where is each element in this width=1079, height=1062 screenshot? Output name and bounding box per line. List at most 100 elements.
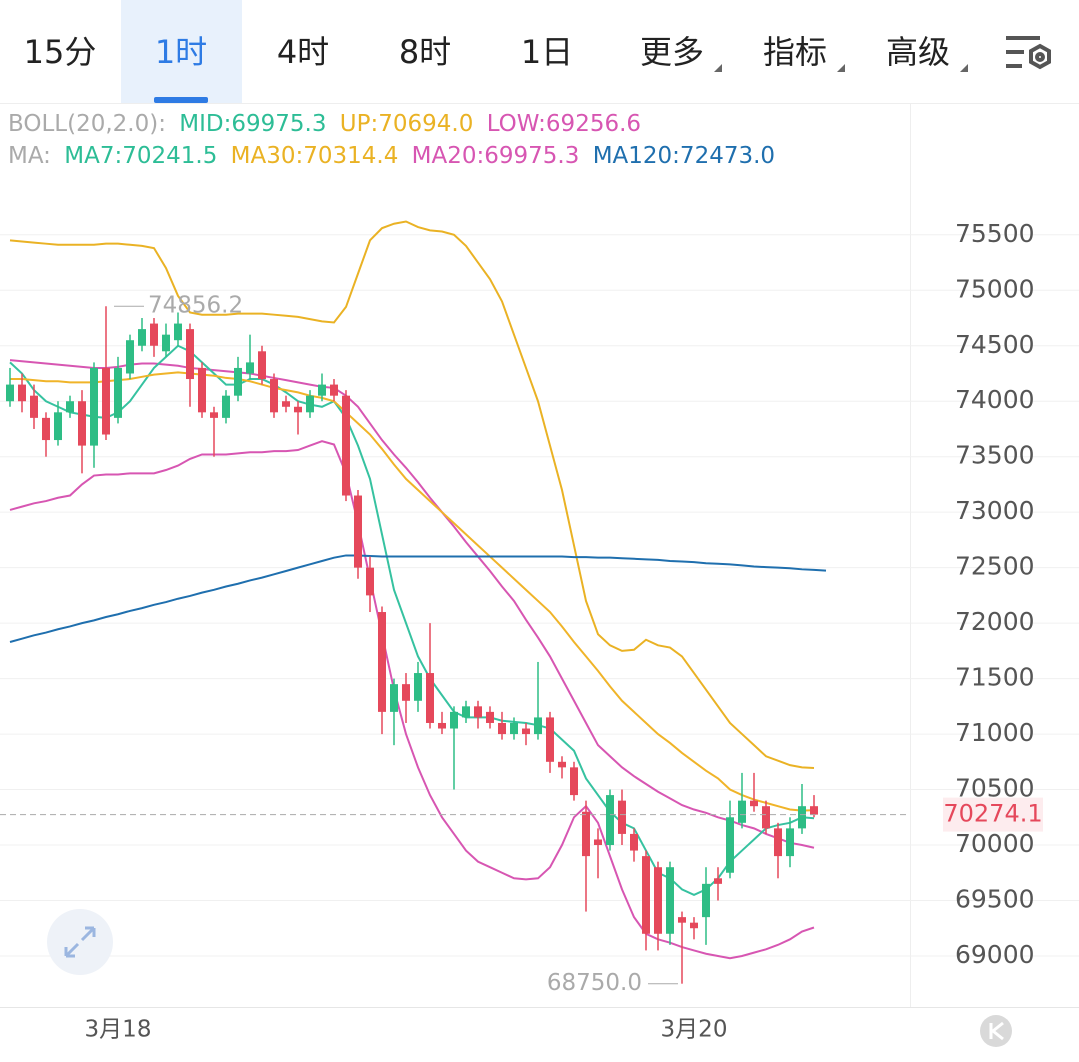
indicator-line [9, 359, 815, 849]
y-tick-label: 72000 [955, 607, 1035, 636]
candle-body [390, 684, 398, 712]
y-tick-label: 74000 [955, 385, 1035, 414]
candle-body [138, 329, 146, 346]
y-tick-label: 69500 [955, 884, 1035, 913]
indicator-line [10, 371, 815, 812]
candle-body [726, 817, 734, 873]
tab[interactable]: 8时 [399, 33, 451, 71]
candle-body [282, 401, 290, 407]
candle-body [762, 806, 770, 829]
legend-prefix: BOLL(20,2.0): [8, 111, 166, 137]
tab[interactable]: 高级 [886, 33, 950, 71]
candle-body [678, 917, 686, 923]
indicator-line [9, 440, 815, 960]
candle-body [402, 684, 410, 701]
candle-body [630, 833, 638, 851]
legend-item: MA30:70314.4 [231, 143, 399, 169]
candle-body [810, 806, 818, 815]
tab[interactable]: 更多 [640, 33, 704, 71]
indicator-line [9, 220, 815, 770]
candle-body [162, 334, 170, 352]
last-price-tag [943, 797, 1043, 832]
y-tick-label: 72500 [955, 552, 1035, 581]
tab-selected-bg [121, 0, 242, 103]
legend-item: MID:69975.3 [179, 111, 326, 137]
x-tick-label: 3月20 [661, 1017, 728, 1043]
dropdown-arrows [714, 64, 968, 72]
candle-body [378, 612, 386, 712]
candle-body [714, 878, 722, 884]
tab[interactable]: 指标 [763, 33, 827, 71]
candle-body [150, 323, 158, 346]
tab[interactable]: 15分 [24, 33, 97, 71]
candle-body [654, 867, 662, 934]
y-tick-label: 74500 [955, 330, 1035, 359]
candle-body [186, 329, 194, 380]
candle-body [522, 728, 530, 735]
legend-item: MA120:72473.0 [593, 143, 775, 169]
candle-body [210, 412, 218, 418]
candle-body [234, 367, 242, 396]
expand-button[interactable] [47, 909, 113, 975]
k-button[interactable] [980, 1015, 1012, 1047]
candle-body [222, 395, 230, 418]
candle-body [90, 367, 98, 446]
last-price-label: 70274.1 [943, 800, 1042, 828]
y-tick-label: 71000 [955, 718, 1035, 747]
y-tick-label: 75500 [955, 219, 1035, 248]
candle-body [114, 367, 122, 418]
candle-body [126, 340, 134, 374]
candle-body [30, 395, 38, 418]
candle-body [774, 828, 782, 857]
candle-body [318, 384, 326, 396]
candle-body [618, 800, 626, 834]
ma-legend: MA: MA7:70241.5 MA30:70314.4 MA20:69975.… [8, 143, 775, 169]
candle-body [42, 417, 50, 441]
candle-body [750, 800, 758, 807]
candle-body [414, 673, 422, 701]
candle-body [78, 401, 86, 446]
boll-legend: BOLL(20,2.0): MID:69975.3 UP:70694.0 LOW… [8, 111, 641, 137]
candle-body [342, 395, 350, 496]
annotation-label: 68750.0 [547, 970, 642, 996]
candle-body [198, 367, 206, 413]
x-tick-label: 3月18 [85, 1017, 152, 1043]
candle-body [66, 401, 74, 413]
candle-body [486, 711, 494, 723]
indicator-line [9, 554, 827, 643]
candle-body [306, 395, 314, 413]
candle-body [594, 839, 602, 846]
candle-body [570, 767, 578, 796]
candle-body [510, 722, 518, 735]
legend-prefix: MA: [8, 143, 51, 169]
tab[interactable]: 4时 [277, 33, 329, 71]
candle-body [558, 761, 566, 768]
tab[interactable]: 1日 [521, 33, 573, 71]
candle-body [102, 367, 110, 435]
candle-body [798, 806, 806, 829]
legend-item: UP:70694.0 [340, 111, 474, 137]
tab-indicator [154, 97, 208, 103]
tab[interactable]: 1时 [155, 33, 207, 71]
candle-body [18, 384, 26, 402]
y-tick-label: 69000 [955, 940, 1035, 969]
candle-body [582, 811, 590, 857]
candle-body [294, 406, 302, 413]
candle-body [258, 351, 266, 380]
candle-body [6, 384, 14, 402]
settings-icon[interactable] [1006, 36, 1051, 70]
candle-body [534, 717, 542, 735]
candle-body [54, 412, 62, 441]
y-tick-label: 73000 [955, 496, 1035, 525]
candle-body [606, 795, 614, 846]
candle-body [330, 384, 338, 396]
legend-item: LOW:69256.6 [487, 111, 641, 137]
candle-body [366, 567, 374, 596]
indicator-line [9, 344, 815, 897]
candle-body [462, 706, 470, 718]
candle-body [426, 673, 434, 723]
annotation-label: 74856.2 [148, 293, 243, 319]
candle-body [690, 922, 698, 929]
candle-body [642, 856, 650, 934]
y-tick-label: 71500 [955, 663, 1035, 692]
